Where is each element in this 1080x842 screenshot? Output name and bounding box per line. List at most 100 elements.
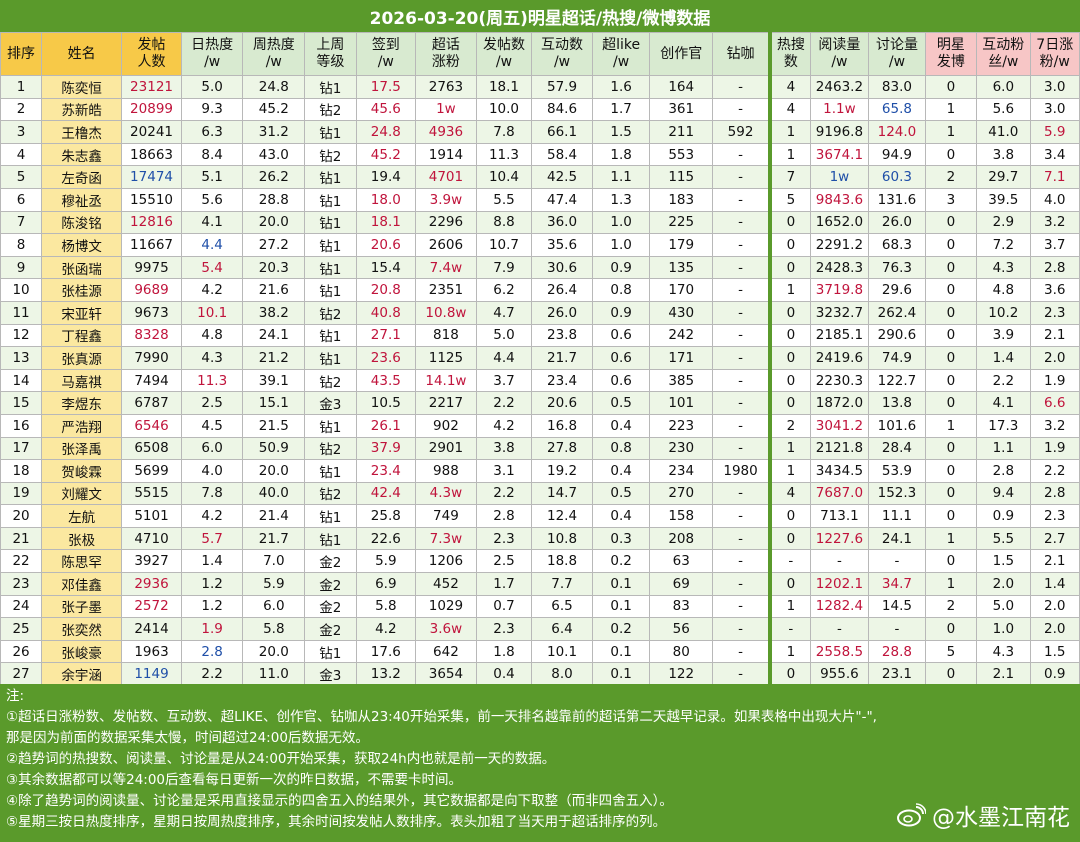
table-cell: 8.4 <box>180 142 244 167</box>
table-cell: 金2 <box>304 549 357 574</box>
table-cell: 122.7 <box>868 368 926 393</box>
table-cell: 1.5 <box>976 549 1031 574</box>
table-cell: 7990 <box>121 346 182 370</box>
table-cell: 553 <box>649 142 714 167</box>
table-cell: 2.8 <box>1029 481 1080 506</box>
star-name-cell: 张极 <box>41 526 123 551</box>
table-cell: 2.9 <box>976 210 1031 235</box>
table-cell: 3 <box>0 120 43 144</box>
table-cell: 43.0 <box>242 142 306 167</box>
table-cell: 1.0 <box>976 617 1031 641</box>
table-cell: 1 <box>769 278 811 302</box>
table-cell: 7.1 <box>1029 165 1080 189</box>
table-cell: 5.7 <box>180 526 244 551</box>
column-header: 创作官 <box>649 32 714 76</box>
table-cell: 2.7 <box>1029 526 1080 551</box>
table-cell: 3.2 <box>1029 413 1080 438</box>
table-cell: 1 <box>924 120 978 144</box>
table-cell: 金2 <box>304 594 357 619</box>
table-cell: 902 <box>415 413 477 438</box>
table-cell: 钻1 <box>304 526 357 551</box>
table-cell: 2.3 <box>1029 300 1080 325</box>
table-cell: 2.1 <box>976 662 1031 687</box>
table-cell: 1872.0 <box>809 391 870 415</box>
table-cell: 7.8 <box>180 481 244 506</box>
table-cell: - <box>712 617 773 641</box>
table-cell: 5101 <box>121 504 182 528</box>
table-cell: - <box>712 526 773 551</box>
table-cell: 0 <box>769 572 811 596</box>
table-cell: 25.8 <box>355 504 417 528</box>
table-cell: 9689 <box>121 278 182 302</box>
table-cell: 2.1 <box>1029 549 1080 574</box>
table-cell: 4936 <box>415 120 477 144</box>
table-cell: 101 <box>649 391 714 415</box>
table-cell: 101.6 <box>868 413 926 438</box>
table-cell: 5.5 <box>475 187 533 212</box>
table-cell: - <box>712 662 773 687</box>
table-cell: 1.9 <box>180 617 244 641</box>
table-cell: 2.3 <box>475 526 533 551</box>
table-cell: - <box>712 436 773 461</box>
table-cell: 5.0 <box>976 594 1031 619</box>
table-cell: - <box>712 413 773 438</box>
table-cell: 5.0 <box>180 75 244 99</box>
table-cell: 1 <box>769 639 811 664</box>
table-cell: 10.5 <box>355 391 417 415</box>
table-cell: 4.4 <box>475 346 533 370</box>
table-cell: 1125 <box>415 346 477 370</box>
table-cell: 3.0 <box>1029 75 1080 99</box>
table-cell: 10.2 <box>976 300 1031 325</box>
table-cell: 3654 <box>415 662 477 687</box>
table-cell: 钻1 <box>304 278 357 302</box>
table-cell: 152.3 <box>868 481 926 506</box>
table-cell: 24.1 <box>242 323 306 348</box>
table-cell: 13.2 <box>355 662 417 687</box>
table-cell: 0 <box>924 662 978 687</box>
star-name-cell: 张子墨 <box>41 594 123 619</box>
table-cell: 1914 <box>415 142 477 167</box>
table-cell: 8.8 <box>475 210 533 235</box>
column-header: 超like/w <box>591 32 651 76</box>
table-cell: 钻1 <box>304 639 357 664</box>
table-cell: 35.6 <box>531 233 593 257</box>
table-cell: 21.4 <box>242 504 306 528</box>
table-cell: 115 <box>649 165 714 189</box>
table-cell: 2217 <box>415 391 477 415</box>
table-cell: 164 <box>649 75 714 99</box>
table-cell: 135 <box>649 255 714 280</box>
table-cell: 0 <box>769 526 811 551</box>
table-cell: 21.2 <box>242 346 306 370</box>
table-cell: 28.8 <box>242 187 306 212</box>
table-cell: 452 <box>415 572 477 596</box>
table-cell: - <box>868 549 926 574</box>
table-cell: 4 <box>0 142 43 167</box>
note-line-1: ①超话日涨粉数、发帖数、互动数、超LIKE、创作官、钻咖从23:40开始采集，前… <box>6 709 877 725</box>
table-cell: 0 <box>769 504 811 528</box>
star-name-cell: 陈浚铭 <box>41 210 123 235</box>
table-cell: 171 <box>649 346 714 370</box>
watermark-text: @水墨江南花 <box>932 805 1070 831</box>
table-cell: 0 <box>769 323 811 348</box>
table-cell: 2121.8 <box>809 436 870 461</box>
table-cell: 7 <box>769 165 811 189</box>
table-cell: 11.3 <box>475 142 533 167</box>
table-cell: 818 <box>415 323 477 348</box>
star-name-cell: 朱志鑫 <box>41 142 123 167</box>
table-cell: - <box>712 481 773 506</box>
table-cell: - <box>769 549 811 574</box>
table-row: 4 朱志鑫 18663 8.4 43.0 钻2 45.2 1914 11.3 58.4 1.8 553… <box>0 142 1080 167</box>
table-cell: 26.2 <box>242 165 306 189</box>
table-cell: 20.3 <box>242 255 306 280</box>
table-cell: 2.2 <box>475 481 533 506</box>
table-cell: 1 <box>924 97 978 122</box>
star-name-cell: 贺峻霖 <box>41 459 123 483</box>
table-cell: 290.6 <box>868 323 926 348</box>
star-name-cell: 余宇涵 <box>41 662 123 687</box>
table-cell: 58.4 <box>531 142 593 167</box>
table-cell: 37.9 <box>355 436 417 461</box>
table-cell: 15.4 <box>355 255 417 280</box>
table-cell: 6.0 <box>976 75 1031 99</box>
table-cell: 0.6 <box>591 323 651 348</box>
table-cell: 5 <box>0 165 43 189</box>
